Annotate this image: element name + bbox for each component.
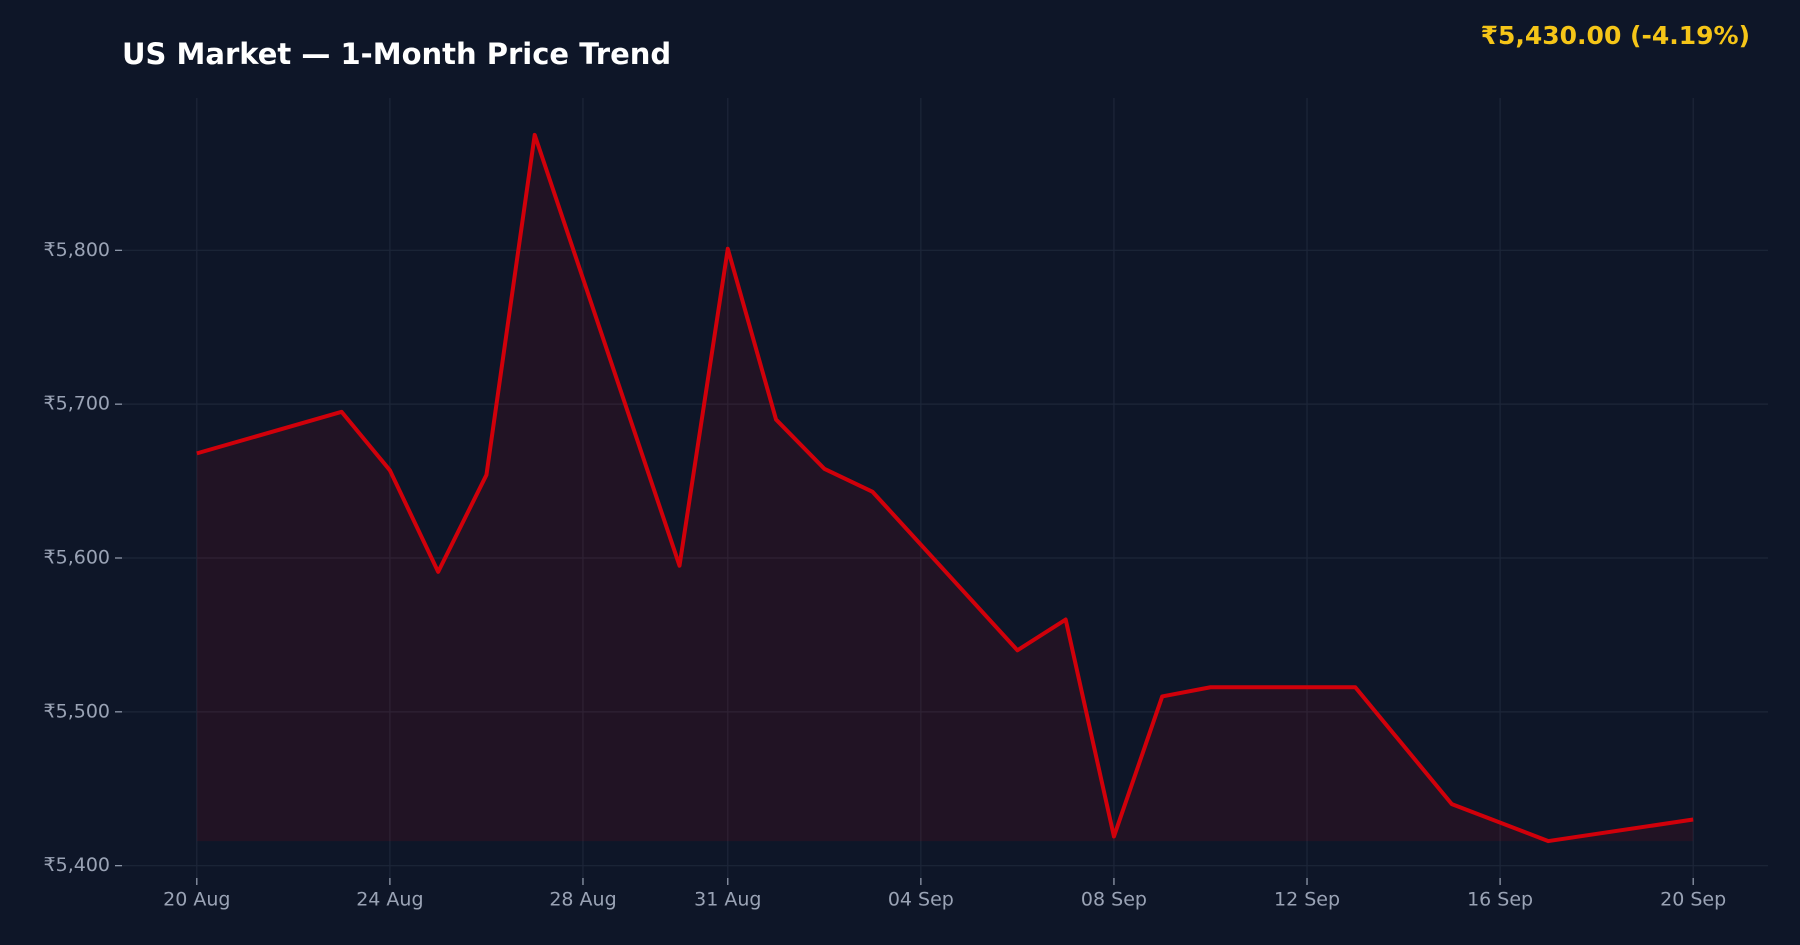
y-tick-label: ₹5,400 [44,854,110,876]
x-tick-label: 08 Sep [1081,889,1147,911]
x-tick-label: 28 Aug [549,889,616,911]
x-tick-label: 04 Sep [888,889,954,911]
price-label: ₹5,430.00 (-4.19%) [1481,21,1750,50]
x-tick-label: 24 Aug [356,889,423,911]
x-tick-label: 31 Aug [694,889,761,911]
x-tick-label: 20 Aug [163,889,230,911]
x-tick-label: 16 Sep [1467,889,1533,911]
area-fill [196,134,1694,842]
price-line [196,132,1694,844]
x-tick-label: 20 Sep [1660,889,1726,911]
y-tick-label: ₹5,500 [44,700,110,722]
y-tick-label: ₹5,800 [44,239,110,261]
chart-title: US Market — 1-Month Price Trend [122,37,671,71]
y-tick-label: ₹5,600 [44,547,110,569]
x-tick-label: 12 Sep [1274,889,1340,911]
y-tick-label: ₹5,700 [44,393,110,415]
